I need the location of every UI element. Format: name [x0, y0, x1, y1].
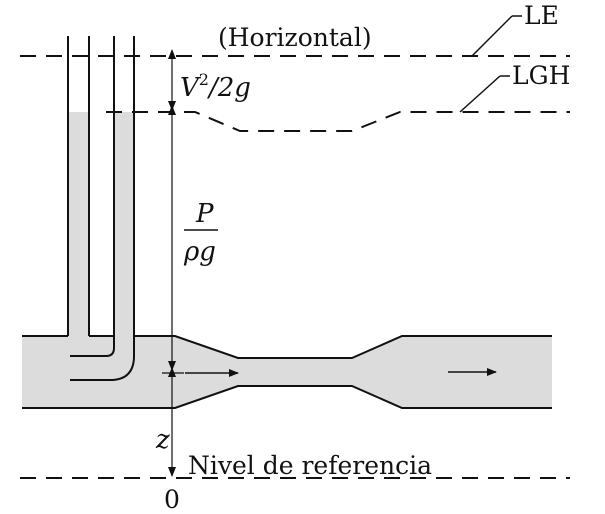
pipe-bottom-wall — [22, 385, 552, 409]
pressure-head-numerator: P — [195, 199, 214, 229]
hydraulic-grade-line — [106, 111, 570, 132]
lgh-label: LGH — [512, 61, 570, 90]
horizontal-label: (Horizontal) — [218, 23, 372, 52]
piezometer-fluid — [68, 112, 89, 338]
pitot-tube-fluid — [114, 112, 134, 338]
pipe-fluid — [22, 336, 552, 408]
le-label: LE — [524, 1, 559, 30]
pitot-tube-outer-wall — [70, 36, 135, 381]
pitot-bend-fluid — [70, 336, 134, 380]
datum-label: Nivel de referencia — [188, 451, 432, 480]
velocity-head-label: V2/2g — [180, 70, 251, 103]
lgh-leader — [459, 75, 501, 113]
pitot-tube-inner-wall — [70, 36, 115, 357]
le-leader — [471, 15, 513, 57]
pressure-head-denominator: ρg — [183, 237, 216, 267]
datum-zero-label: 0 — [164, 485, 180, 514]
elevation-head-label: z — [155, 425, 170, 455]
